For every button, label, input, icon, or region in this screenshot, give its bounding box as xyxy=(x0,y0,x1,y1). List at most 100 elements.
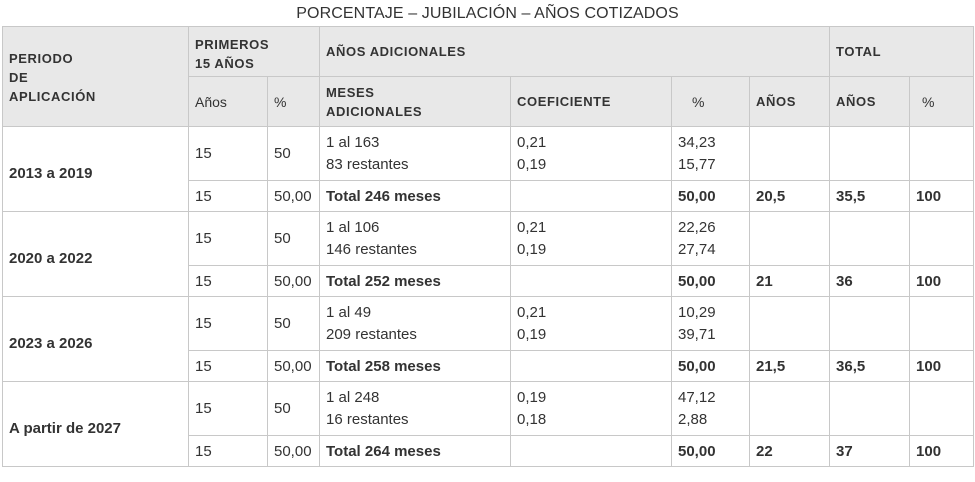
header-pct: % xyxy=(267,76,320,127)
pct-cell: 50 xyxy=(267,381,320,436)
periodo-cell: 2020 a 2022 xyxy=(2,211,189,297)
table-row: 2013 a 2019 15 50 1 al 163 83 restantes … xyxy=(2,126,975,212)
anos-adicionales-cell: 21,5 xyxy=(748,350,831,382)
pct-adicional-cell: 47,12 2,88 xyxy=(671,381,750,436)
coef-line2: 0,19 xyxy=(517,155,547,173)
total-pct-cell xyxy=(909,381,975,436)
anos-cell: 15 xyxy=(188,381,268,436)
table-body: 2013 a 2019 15 50 1 al 163 83 restantes … xyxy=(2,126,975,467)
coef-line1: 0,21 xyxy=(517,218,547,236)
table-header: PERIODO DE APLICACIÓN PRIMEROS 15 AÑOS A… xyxy=(2,26,975,127)
header-primeros-line2: 15 AÑOS xyxy=(195,56,255,71)
header-meses-adicionales: MESES ADICIONALES xyxy=(319,76,511,127)
anos-adicionales-cell: 20,5 xyxy=(748,180,831,212)
anos-cell: 15 xyxy=(188,180,268,212)
header-meses-line1: MESES xyxy=(326,84,375,100)
table-row-total: 15 50,00 Total 258 meses 50,00 21,5 36,5… xyxy=(3,350,975,382)
header-total-pct: % xyxy=(909,76,975,127)
anos-cell: 15 xyxy=(188,296,268,351)
table-row: 2020 a 2022 15 50 1 al 106 146 restantes… xyxy=(2,211,975,297)
coef-cell xyxy=(510,265,672,297)
anos-cell: 15 xyxy=(188,350,268,382)
header-anos-adicionales: AÑOS xyxy=(748,76,831,127)
meses-line2: 16 restantes xyxy=(326,410,409,428)
pension-table: PERIODO DE APLICACIÓN PRIMEROS 15 AÑOS A… xyxy=(2,26,975,467)
meses-cell: 1 al 163 83 restantes xyxy=(319,126,511,181)
total-pct-cell: 100 xyxy=(909,435,975,467)
total-pct-cell xyxy=(909,126,975,181)
header-total: TOTAL xyxy=(829,26,975,77)
anos-adicionales-cell: 22 xyxy=(748,435,831,467)
periodo-cell: 2013 a 2019 xyxy=(2,126,189,212)
meses-cell: 1 al 248 16 restantes xyxy=(319,381,511,436)
pct-cell: 50 xyxy=(267,211,320,266)
meses-line1: 1 al 106 xyxy=(326,218,380,236)
coef-cell: 0,21 0,19 xyxy=(510,296,672,351)
total-anos-cell xyxy=(829,126,911,181)
anos-adicionales-cell xyxy=(748,211,831,266)
coef-cell xyxy=(510,435,672,467)
pct-line1: 47,12 xyxy=(678,388,716,406)
pct-line2: 39,71 xyxy=(678,325,716,343)
meses-line2: 209 restantes xyxy=(326,325,417,343)
total-anos-cell: 35,5 xyxy=(829,180,911,212)
anos-adicionales-cell xyxy=(748,296,831,351)
total-anos-cell: 37 xyxy=(829,435,911,467)
meses-line1: 1 al 248 xyxy=(326,388,380,406)
header-pct-adicional: % xyxy=(671,76,750,127)
anos-cell: 15 xyxy=(188,435,268,467)
meses-cell: 1 al 49 209 restantes xyxy=(319,296,511,351)
anos-cell: 15 xyxy=(188,211,268,266)
coef-cell: 0,21 0,19 xyxy=(510,211,672,266)
pct-cell: 50,00 xyxy=(267,435,320,467)
header-periodo-line3: APLICACIÓN xyxy=(9,89,96,104)
total-pct-cell xyxy=(909,296,975,351)
header-periodo: PERIODO DE APLICACIÓN xyxy=(2,26,189,127)
anos-adicionales-cell: 21 xyxy=(748,265,831,297)
meses-line2: 83 restantes xyxy=(326,155,409,173)
meses-line2: 146 restantes xyxy=(326,240,417,258)
meses-line1: 1 al 49 xyxy=(326,303,372,321)
header-total-anos: AÑOS xyxy=(829,76,911,127)
header-primeros: PRIMEROS 15 AÑOS xyxy=(188,26,320,77)
total-anos-cell xyxy=(829,296,911,351)
header-primeros-line1: PRIMEROS xyxy=(195,37,270,52)
pct-cell: 50,00 xyxy=(267,265,320,297)
coef-line2: 0,19 xyxy=(517,240,547,258)
total-pct-cell xyxy=(909,211,975,266)
header-meses-line2: ADICIONALES xyxy=(326,103,423,119)
pct-adicional-cell: 22,26 27,74 xyxy=(671,211,750,266)
header-adicionales: AÑOS ADICIONALES xyxy=(318,26,831,77)
total-pct-cell: 100 xyxy=(909,350,975,382)
total-anos-cell xyxy=(829,381,911,436)
pct-cell: 50,00 xyxy=(267,350,320,382)
pct-cell: 50 xyxy=(267,126,320,181)
table-row-total: 15 50,00 Total 252 meses 50,00 21 36 100 xyxy=(3,265,975,297)
coef-cell xyxy=(510,350,672,382)
coef-cell: 0,21 0,19 xyxy=(510,126,672,181)
pct-line1: 10,29 xyxy=(678,303,716,321)
header-periodo-line2: DE xyxy=(9,70,29,85)
total-meses-cell: Total 264 meses xyxy=(319,435,511,467)
pct-line1: 34,23 xyxy=(678,133,716,151)
anos-adicionales-cell xyxy=(748,381,831,436)
periodo-cell: 2023 a 2026 xyxy=(2,296,189,382)
header-anos: Años xyxy=(188,76,268,127)
pct-adicional-cell: 34,23 15,77 xyxy=(671,126,750,181)
pct-adicional-cell: 10,29 39,71 xyxy=(671,296,750,351)
meses-cell: 1 al 106 146 restantes xyxy=(319,211,511,266)
periodo-cell: A partir de 2027 xyxy=(2,381,189,467)
anos-cell: 15 xyxy=(188,126,268,181)
coef-line1: 0,21 xyxy=(517,133,547,151)
pension-table-container: PORCENTAJE – JUBILACIÓN – AÑOS COTIZADOS… xyxy=(2,0,975,467)
header-periodo-line1: PERIODO xyxy=(9,51,74,66)
total-anos-cell: 36 xyxy=(829,265,911,297)
table-row-total: 15 50,00 Total 246 meses 50,00 20,5 35,5… xyxy=(3,180,975,212)
total-pct-cell: 100 xyxy=(909,180,975,212)
table-row-total: 15 50,00 Total 264 meses 50,00 22 37 100 xyxy=(3,435,975,467)
anos-cell: 15 xyxy=(188,265,268,297)
total-meses-cell: Total 246 meses xyxy=(319,180,511,212)
anos-adicionales-cell xyxy=(748,126,831,181)
pct-line2: 27,74 xyxy=(678,240,716,258)
meses-line1: 1 al 163 xyxy=(326,133,380,151)
